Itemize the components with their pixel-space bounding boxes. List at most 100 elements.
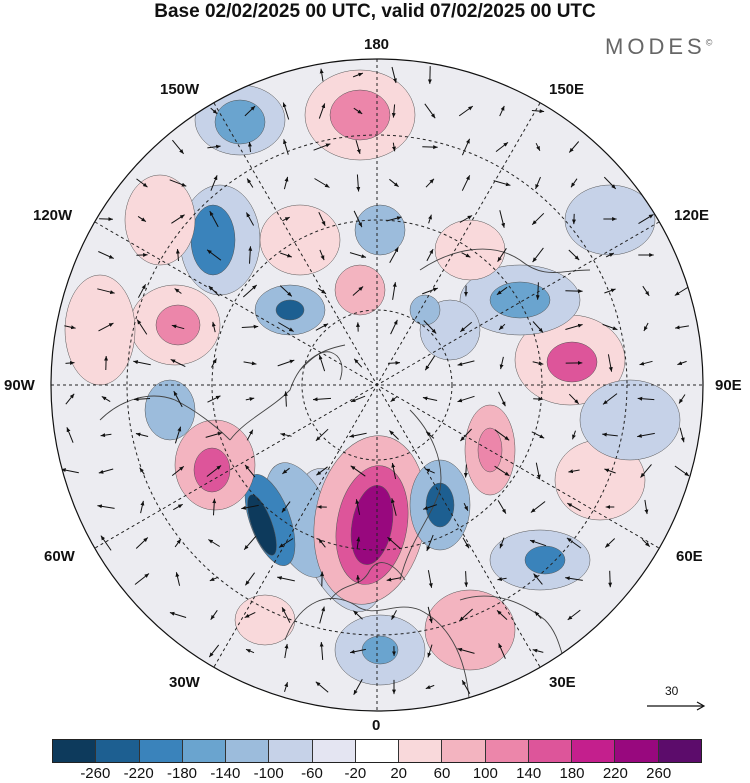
anomaly-contour xyxy=(409,294,441,326)
wind-arrow xyxy=(206,465,222,477)
wind-arrow xyxy=(462,537,470,549)
wind-arrow xyxy=(101,395,111,403)
wind-arrow xyxy=(244,105,256,117)
colorbar-tick-label: 140 xyxy=(516,765,542,782)
wind-arrow xyxy=(353,678,363,696)
wind-arrow xyxy=(389,247,399,263)
colorbar-swatch xyxy=(657,740,701,762)
lon-label-bottom: 0 xyxy=(372,717,381,734)
wind-arrow xyxy=(281,607,291,623)
wind-arrow xyxy=(568,469,580,474)
wind-arrow xyxy=(283,139,289,155)
wind-arrow xyxy=(391,66,397,84)
wind-arrow xyxy=(352,72,364,78)
wind-arrow xyxy=(353,358,363,368)
wind-arrow xyxy=(173,503,183,511)
wind-arrow xyxy=(140,500,145,514)
wind-arrow xyxy=(319,642,324,660)
wind-arrow xyxy=(605,252,615,258)
wind-arrow xyxy=(602,323,618,331)
wind-arrow xyxy=(464,571,469,587)
lon-label-top-left: 150W xyxy=(160,81,200,98)
wind-arrow xyxy=(277,359,295,367)
wind-arrow xyxy=(422,396,438,401)
wind-arrow xyxy=(65,361,75,365)
wind-arrow xyxy=(318,103,326,119)
wind-arrow xyxy=(607,354,613,372)
wind-arrow xyxy=(244,572,256,586)
lon-label-lower-left: 60W xyxy=(44,548,75,565)
wind-arrow xyxy=(208,644,220,658)
wind-arrow xyxy=(459,608,473,622)
wind-arrow xyxy=(529,539,547,547)
wind-arrow xyxy=(565,576,583,581)
wind-arrow xyxy=(535,142,541,152)
wind-arrow xyxy=(99,217,113,222)
wind-arrow xyxy=(637,432,655,438)
wind-arrow xyxy=(463,464,468,478)
colorbar-tick-label: 100 xyxy=(472,765,498,782)
wind-arrow xyxy=(248,246,253,264)
wind-arrow xyxy=(349,432,367,438)
wind-arrow xyxy=(674,465,690,477)
wind-arrow xyxy=(390,319,398,335)
wind-arrow xyxy=(532,247,544,263)
graticule xyxy=(51,59,703,711)
wind-arrow xyxy=(532,361,544,366)
polar-anomaly-map xyxy=(50,58,704,712)
wind-arrow xyxy=(350,395,366,403)
wind-arrow xyxy=(241,324,259,329)
wind-arrow xyxy=(208,539,220,547)
wind-arrow xyxy=(246,429,254,441)
wind-arrow xyxy=(389,178,399,188)
wind-arrow xyxy=(677,360,687,366)
lon-label-lower-right: 60E xyxy=(676,548,703,565)
wind-arrow xyxy=(425,431,435,439)
wind-arrow xyxy=(316,466,328,476)
wind-arrow xyxy=(244,611,256,619)
wind-arrow xyxy=(535,282,540,300)
wind-arrow xyxy=(675,325,689,330)
colorbar-tick-label: -60 xyxy=(301,765,323,782)
wind-arrow xyxy=(602,393,618,405)
colorbar-swatch xyxy=(181,740,226,762)
wind-arrow xyxy=(461,138,471,156)
wind-arrow xyxy=(392,282,397,300)
wind-arrow xyxy=(498,391,506,407)
colorbar-swatch xyxy=(441,740,485,762)
wind-arrow xyxy=(602,432,618,437)
colorbar-swatch xyxy=(268,740,312,762)
colorbar-tick-label: -140 xyxy=(210,765,241,782)
wind-arrow xyxy=(531,431,545,439)
wind-arrow xyxy=(568,393,580,405)
wind-arrow xyxy=(392,142,396,152)
wind-arrow xyxy=(678,394,686,404)
wind-arrow xyxy=(639,360,653,366)
wind-arrow xyxy=(282,216,290,222)
colorbar-tick-label: -180 xyxy=(166,765,198,782)
anomaly-contour xyxy=(546,341,598,383)
wind-arrow xyxy=(98,251,114,259)
anomaly-contour xyxy=(564,184,656,256)
wind-arrow xyxy=(497,577,507,582)
height-anomaly-field xyxy=(64,69,681,686)
wind-arrow xyxy=(427,644,433,658)
wind-arrow xyxy=(135,432,149,437)
anomaly-contour xyxy=(247,494,277,556)
wind-arrow xyxy=(212,498,217,516)
wind-arrow xyxy=(640,464,652,478)
wind-arrow xyxy=(644,499,649,515)
wind-arrow xyxy=(313,143,331,151)
wind-arrow xyxy=(459,321,473,333)
wind-arrow xyxy=(136,178,148,188)
wind-arrow xyxy=(679,427,685,443)
wind-arrow xyxy=(244,464,256,478)
wind-arrow xyxy=(352,286,364,296)
wind-arrow xyxy=(206,249,222,261)
wind-arrow xyxy=(391,610,397,620)
wind-arrow xyxy=(281,501,291,513)
wind-arrow xyxy=(386,216,402,222)
lon-label-top-right: 150E xyxy=(549,81,585,98)
wind-arrow xyxy=(674,286,690,296)
colorbar-tick-label: -100 xyxy=(253,765,284,782)
